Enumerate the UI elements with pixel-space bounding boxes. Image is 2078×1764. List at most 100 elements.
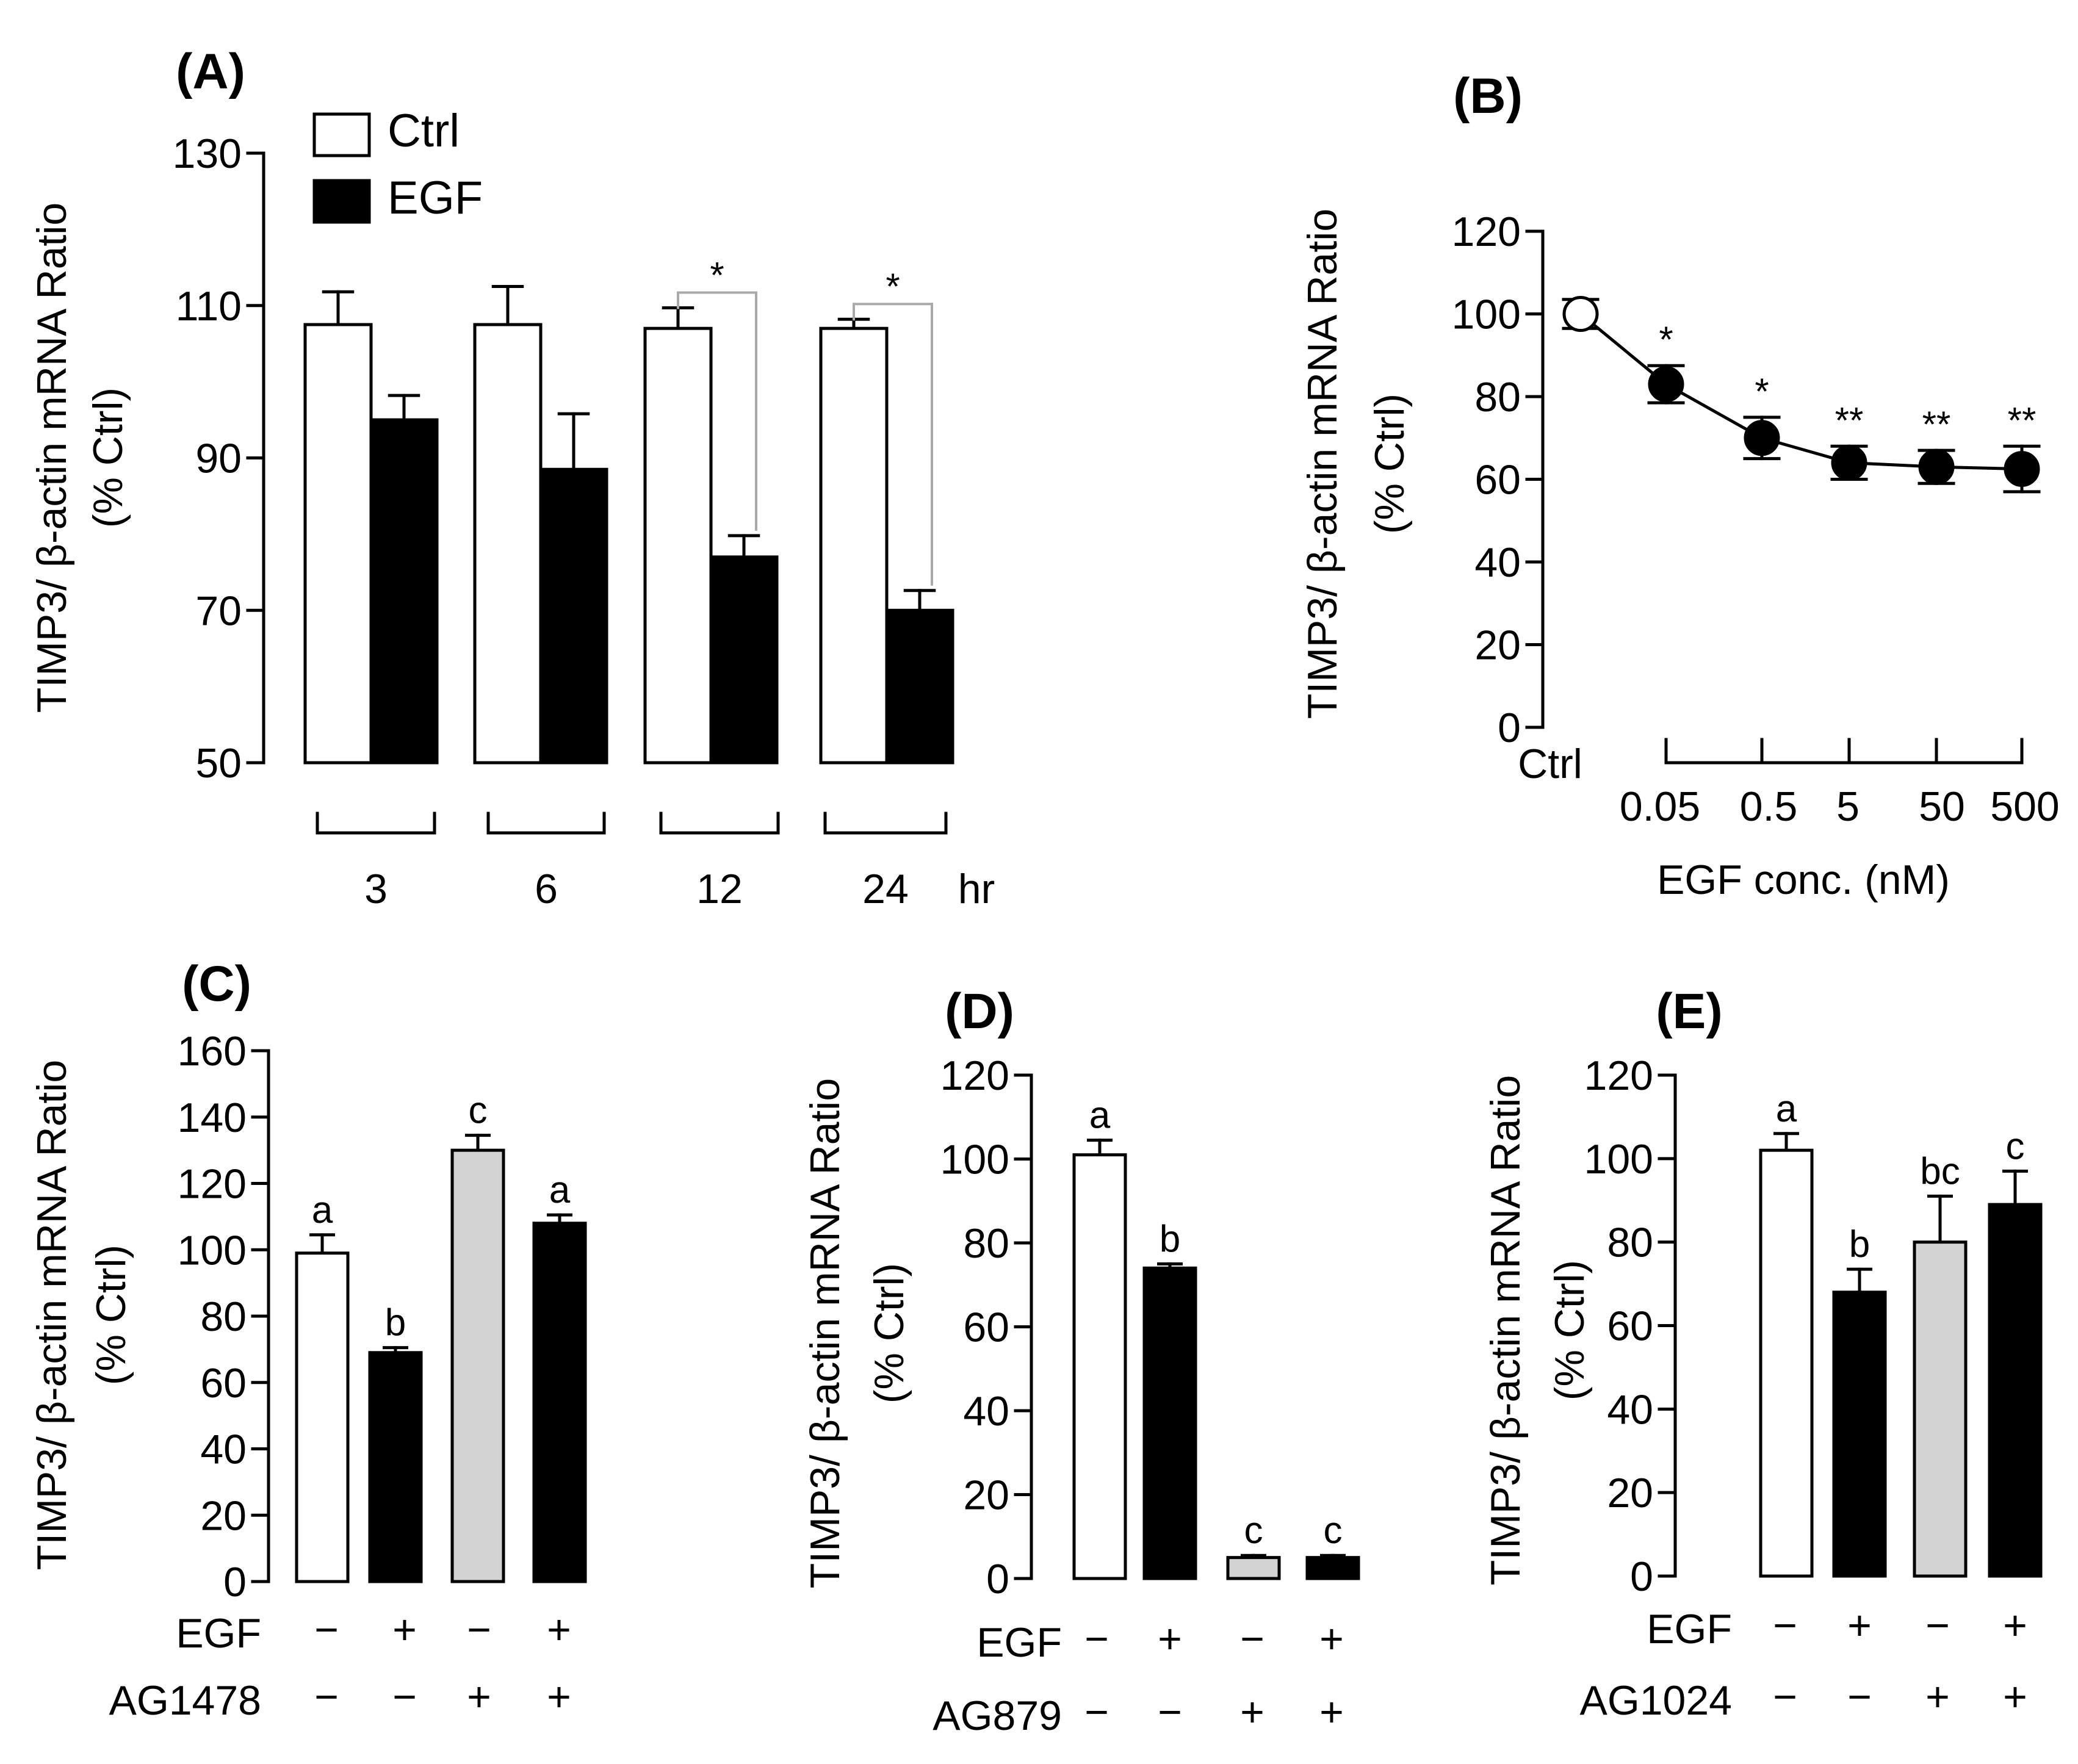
group-letter: c bbox=[2006, 1125, 2025, 1167]
condition-mark: − bbox=[314, 1674, 339, 1720]
x-tick-label: 5 bbox=[1836, 783, 1860, 830]
condition-mark: + bbox=[1319, 1616, 1344, 1662]
y-tick-label: 120 bbox=[1584, 1053, 1653, 1099]
y-axis-title: TIMP3/ β-actin mRNA Ratio bbox=[802, 1078, 848, 1588]
bar-egf bbox=[885, 608, 954, 765]
y-tick-label: 100 bbox=[940, 1137, 1009, 1183]
panel-label: (A) bbox=[176, 44, 245, 99]
group-letter: b bbox=[1160, 1218, 1180, 1260]
y-tick-label: 60 bbox=[963, 1305, 1009, 1351]
y-tick-label: 160 bbox=[178, 1028, 247, 1075]
y-tick-label: 50 bbox=[195, 740, 242, 787]
y-tick-label: 0 bbox=[986, 1556, 1009, 1602]
significance-mark: ** bbox=[1922, 404, 1951, 445]
bar bbox=[1072, 1153, 1127, 1580]
y-tick-label: 60 bbox=[1474, 457, 1521, 503]
x-tick-label: 50 bbox=[1919, 783, 1965, 830]
bar bbox=[1913, 1240, 1968, 1578]
x-unit-label: hr bbox=[958, 866, 995, 912]
y-axis-title: TIMP3/ β-actin mRNA Ratio bbox=[29, 1060, 75, 1570]
x-category-label: 3 bbox=[364, 866, 388, 912]
condition-label: AG1024 bbox=[1579, 1677, 1732, 1724]
panel-d: (D) TIMP3/ β-actin mRNA Ratio (% Ctrl) 0 20 4… bbox=[802, 984, 1360, 1739]
group-letter: b bbox=[385, 1302, 406, 1344]
y-tick-label: 90 bbox=[195, 436, 242, 482]
condition-mark: − bbox=[467, 1607, 491, 1653]
y-tick-label: 100 bbox=[178, 1227, 247, 1273]
data-point bbox=[1648, 366, 1684, 403]
y-tick-label: 20 bbox=[963, 1472, 1009, 1519]
group-letter: a bbox=[312, 1189, 333, 1231]
group-letter: a bbox=[549, 1169, 571, 1211]
y-tick-label: 20 bbox=[200, 1492, 247, 1539]
bar-egf bbox=[709, 555, 779, 765]
bar bbox=[1305, 1556, 1360, 1580]
y-tick-label: 0 bbox=[223, 1559, 247, 1605]
y-tick-label: 80 bbox=[1474, 374, 1521, 420]
group-letter: b bbox=[1849, 1223, 1870, 1265]
legend-label-ctrl: Ctrl bbox=[388, 105, 460, 157]
x-tick-label: 0.5 bbox=[1740, 783, 1798, 830]
condition-mark: − bbox=[314, 1607, 339, 1653]
bar-egf bbox=[539, 467, 608, 765]
y-tick-label: 110 bbox=[176, 283, 242, 329]
condition-mark: − bbox=[1240, 1616, 1264, 1662]
panel-label: (B) bbox=[1453, 68, 1523, 124]
bar bbox=[1832, 1291, 1887, 1578]
y-axis-subtitle: (% Ctrl) bbox=[1546, 1260, 1593, 1400]
bar-ctrl bbox=[819, 326, 889, 765]
condition-mark: + bbox=[1925, 1674, 1950, 1720]
condition-mark: − bbox=[1773, 1674, 1797, 1720]
condition-mark: − bbox=[1158, 1689, 1182, 1735]
y-tick-label: 40 bbox=[1474, 539, 1521, 586]
x-category-label: 24 bbox=[862, 866, 909, 912]
bar-ctrl bbox=[473, 323, 543, 765]
condition-mark: − bbox=[1847, 1674, 1872, 1720]
data-point bbox=[1918, 448, 1955, 485]
condition-mark: + bbox=[2003, 1602, 2027, 1649]
condition-label: EGF bbox=[176, 1610, 261, 1657]
panel-b: (B) TIMP3/ β-actin mRNA Ratio (% Ctrl) 0 20 4… bbox=[1299, 68, 2060, 903]
group-letter: bc bbox=[1920, 1150, 1960, 1192]
y-tick-label: 120 bbox=[178, 1161, 247, 1208]
x-tick-label: 0.05 bbox=[1620, 783, 1700, 830]
bar-ctrl bbox=[303, 323, 373, 765]
y-axis-title: TIMP3/ β-actin mRNA Ratio bbox=[1482, 1075, 1529, 1585]
data-point bbox=[1744, 420, 1780, 456]
panel-label: (C) bbox=[182, 956, 251, 1012]
bar bbox=[1759, 1148, 1814, 1578]
data-point bbox=[2004, 451, 2040, 488]
y-tick-label: 80 bbox=[200, 1294, 247, 1340]
group-letter: a bbox=[1089, 1095, 1111, 1137]
panel-label: (D) bbox=[945, 984, 1014, 1039]
condition-mark: + bbox=[392, 1607, 417, 1653]
condition-mark: − bbox=[1925, 1602, 1950, 1649]
condition-mark: − bbox=[1084, 1616, 1109, 1662]
y-tick-label: 20 bbox=[1474, 622, 1521, 669]
significance-mark: * bbox=[886, 266, 900, 307]
y-axis-title: TIMP3/ β-actin mRNA Ratio bbox=[1299, 209, 1346, 719]
significance-mark: ** bbox=[1835, 400, 1864, 441]
y-tick-label: 100 bbox=[1452, 292, 1521, 338]
y-tick-label: 20 bbox=[1607, 1470, 1653, 1516]
condition-mark: + bbox=[2003, 1674, 2027, 1720]
x-tick-label: Ctrl bbox=[1518, 741, 1582, 787]
condition-mark: − bbox=[392, 1674, 417, 1720]
condition-mark: + bbox=[467, 1674, 491, 1720]
bar bbox=[368, 1351, 423, 1583]
bar bbox=[295, 1251, 350, 1583]
y-tick-label: 60 bbox=[1607, 1303, 1653, 1350]
y-axis-subtitle: (% Ctrl) bbox=[866, 1263, 912, 1403]
bar-egf bbox=[369, 418, 439, 765]
condition-label: AG879 bbox=[933, 1693, 1062, 1739]
condition-mark: − bbox=[1773, 1602, 1797, 1649]
y-axis-title: TIMP3/ β-actin mRNA Ratio bbox=[29, 203, 75, 713]
condition-label: AG1478 bbox=[109, 1677, 261, 1724]
panel-e: (E) TIMP3/ β-actin mRNA Ratio (% Ctrl) 0 20 4… bbox=[1482, 984, 2043, 1724]
significance-mark: * bbox=[710, 254, 724, 295]
bar bbox=[450, 1148, 505, 1583]
data-point bbox=[1562, 296, 1599, 332]
x-tick-label: 500 bbox=[1990, 783, 2059, 830]
y-axis-subtitle: (% Ctrl) bbox=[1366, 394, 1413, 534]
